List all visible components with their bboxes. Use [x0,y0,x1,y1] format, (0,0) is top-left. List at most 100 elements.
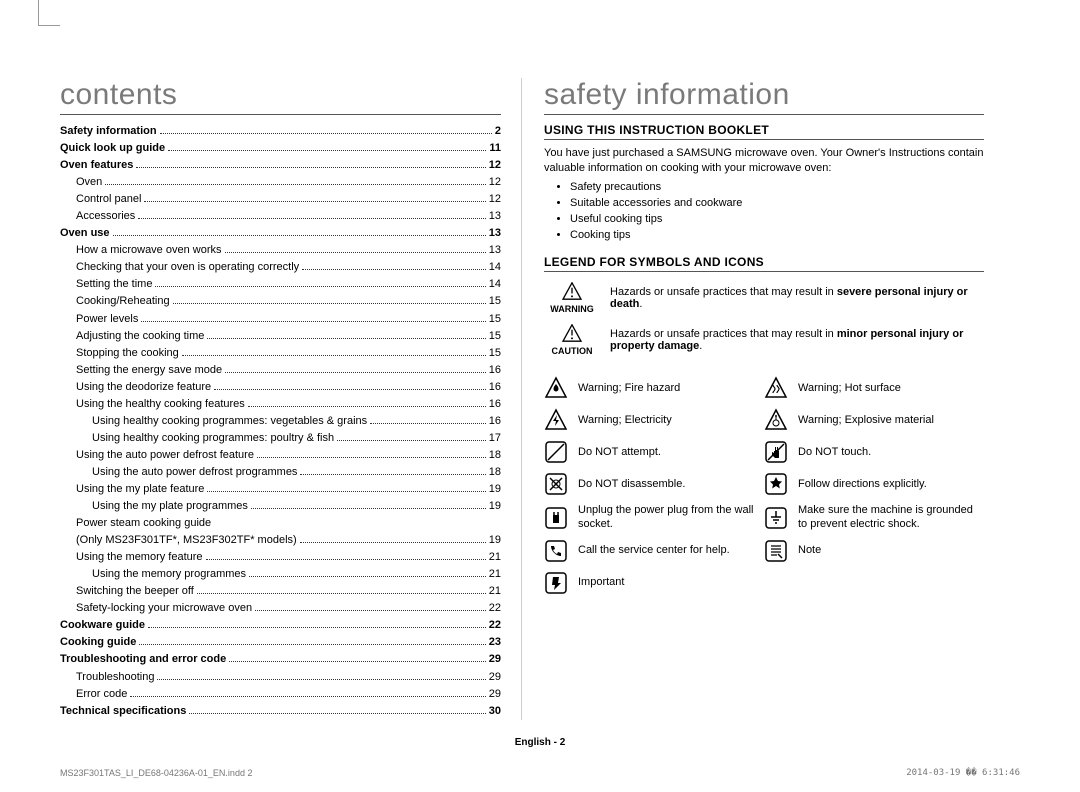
toc-label: Oven use [60,225,110,242]
toc-leader [302,269,486,270]
toc-leader [206,559,486,560]
crop-mark [38,0,60,26]
toc-entry: Safety-locking your microwave oven 22 [60,600,501,617]
explosive-icon [764,408,788,432]
toc-leader [229,661,486,662]
toc-label: Safety information [60,123,157,140]
toc-entry: (Only MS23F301TF*, MS23F302TF* models)19 [60,532,501,549]
icon-label: Warning; Explosive material [798,414,984,427]
toc-leader [173,303,486,304]
icon-label: Do NOT disassemble. [578,478,764,491]
toc-page: 13 [489,242,501,259]
toc-page: 13 [489,208,501,225]
toc-entry: Cookware guide22 [60,617,501,634]
toc-leader [207,338,485,339]
using-bullet-list: Safety precautionsSuitable accessories a… [544,180,984,244]
toc-leader [148,627,486,628]
toc-entry: Safety information2 [60,123,501,140]
toc-page: 29 [489,651,501,668]
toc-page: 23 [489,634,501,651]
toc-page: 16 [489,396,501,413]
toc-leader [337,440,486,441]
toc-leader [300,474,485,475]
toc-label: Cookware guide [60,617,145,634]
legend-text: Hazards or unsafe practices that may res… [610,286,984,310]
toc-label: Oven [60,174,102,191]
toc-leader [214,389,486,390]
toc-entry: Error code29 [60,686,501,703]
toc-page: 16 [489,413,501,430]
toc-page: 12 [489,191,501,208]
toc-label: Using healthy cooking programmes: vegeta… [60,413,367,430]
toc-entry: Switching the beeper off21 [60,583,501,600]
toc-label: Power steam cooking guide [60,515,211,532]
warning-triangle-icon [562,324,582,342]
toc-label: Cooking guide [60,634,136,651]
icon-item: Note [764,539,984,563]
toc-label: Safety-locking your microwave oven [60,600,252,617]
important-icon [544,571,568,595]
using-intro-text: You have just purchased a SAMSUNG microw… [544,146,984,176]
toc-leader [197,593,486,594]
toc-entry: Quick look up guide11 [60,140,501,157]
toc-leader [168,150,486,151]
toc-label: Power levels [60,311,138,328]
toc-page: 12 [489,174,501,191]
toc-entry: Technical specifications30 [60,703,501,720]
toc-page: 19 [489,481,501,498]
toc-page: 19 [489,498,501,515]
toc-page: 21 [489,583,501,600]
toc-entry: Using the my plate programmes19 [60,498,501,515]
toc-page: 22 [489,600,501,617]
toc-page: 14 [489,259,501,276]
icon-label: Do NOT touch. [798,446,984,459]
toc-page: 11 [489,140,501,157]
toc-leader [155,286,485,287]
toc-leader [257,457,486,458]
page-footer-meta: MS23F301TAS_LI_DE68-04236A-01_EN.indd 2 … [60,768,1020,778]
toc-page: 15 [489,328,501,345]
toc-label: Setting the energy save mode [60,362,222,379]
toc-page: 13 [489,225,501,242]
no-attempt-icon [544,440,568,464]
two-column-layout: contents Safety information2Quick look u… [60,78,1020,720]
table-of-contents: Safety information2Quick look up guide11… [60,123,501,720]
toc-entry: Using the auto power defrost programmes1… [60,464,501,481]
toc-leader [136,167,485,168]
icon-label: Call the service center for help. [578,544,764,557]
icon-item: Unplug the power plug from the wall sock… [544,504,764,530]
toc-label: Using the memory feature [60,549,203,566]
toc-page: 12 [489,157,501,174]
icon-label: Do NOT attempt. [578,446,764,459]
footer-filename: MS23F301TAS_LI_DE68-04236A-01_EN.indd 2 [60,768,252,778]
toc-label: Using the auto power defrost feature [60,447,254,464]
toc-entry: Using the healthy cooking features16 [60,396,501,413]
manual-page: contents Safety information2Quick look u… [0,0,1080,792]
toc-label: Cooking/Reheating [60,293,170,310]
toc-label: Accessories [60,208,135,225]
toc-entry: Cooking guide 23 [60,634,501,651]
bullet-item: Suitable accessories and cookware [570,196,984,212]
icon-label: Note [798,544,984,557]
toc-label: Troubleshooting and error code [60,651,226,668]
icon-label: Follow directions explicitly. [798,478,984,491]
toc-entry: Oven features12 [60,157,501,174]
toc-leader [189,713,485,714]
toc-label: Checking that your oven is operating cor… [60,259,299,276]
toc-entry: Using the memory programmes21 [60,566,501,583]
toc-entry: Using the deodorize feature16 [60,379,501,396]
icon-item: Follow directions explicitly. [764,472,984,496]
toc-leader [141,321,485,322]
icon-item: Make sure the machine is grounded to pre… [764,504,984,530]
icon-label: Warning; Electricity [578,414,764,427]
follow-directions-icon [764,472,788,496]
toc-label: Technical specifications [60,703,186,720]
toc-entry: Accessories 13 [60,208,501,225]
no-touch-icon [764,440,788,464]
bullet-item: Cooking tips [570,228,984,244]
toc-label: Setting the time [60,276,152,293]
toc-leader [130,696,485,697]
fire-icon [544,376,568,400]
icon-grid-left: Warning; Fire hazardWarning; Electricity… [544,368,764,602]
toc-leader [139,644,485,645]
